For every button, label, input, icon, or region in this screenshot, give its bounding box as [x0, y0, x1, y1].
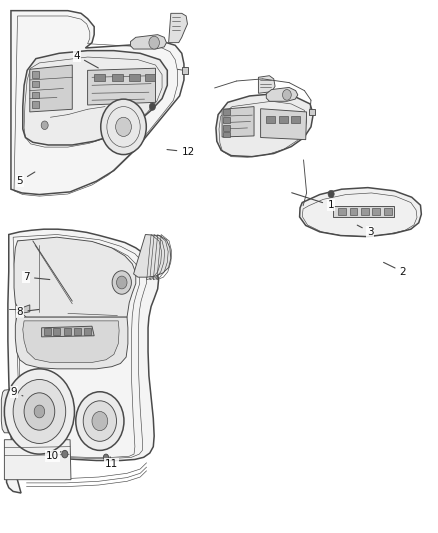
Circle shape — [4, 369, 74, 454]
Polygon shape — [223, 109, 230, 115]
Polygon shape — [32, 92, 39, 98]
Polygon shape — [134, 235, 171, 277]
Polygon shape — [223, 125, 230, 131]
Polygon shape — [223, 117, 230, 123]
Polygon shape — [30, 65, 72, 112]
Polygon shape — [21, 305, 30, 313]
Polygon shape — [129, 74, 140, 81]
Polygon shape — [74, 328, 81, 335]
Polygon shape — [23, 321, 119, 362]
Polygon shape — [350, 208, 357, 215]
Text: 11: 11 — [105, 457, 118, 469]
Circle shape — [41, 121, 48, 130]
Text: 2: 2 — [384, 262, 406, 277]
Circle shape — [34, 405, 45, 418]
Polygon shape — [42, 326, 94, 337]
Polygon shape — [32, 101, 39, 108]
Polygon shape — [182, 67, 188, 74]
Circle shape — [83, 401, 117, 441]
Circle shape — [283, 90, 291, 100]
Text: 8: 8 — [16, 307, 39, 317]
Circle shape — [103, 454, 109, 461]
Polygon shape — [338, 208, 346, 215]
Circle shape — [149, 103, 155, 110]
Text: 12: 12 — [167, 147, 195, 157]
Polygon shape — [4, 440, 71, 480]
Polygon shape — [145, 74, 155, 81]
Circle shape — [117, 276, 127, 289]
Polygon shape — [88, 68, 155, 105]
Polygon shape — [64, 328, 71, 335]
Polygon shape — [112, 74, 123, 81]
Circle shape — [13, 379, 66, 443]
Text: 4: 4 — [73, 51, 98, 68]
Text: 7: 7 — [23, 272, 50, 282]
Circle shape — [101, 99, 146, 155]
Text: 1: 1 — [292, 193, 334, 210]
Polygon shape — [261, 109, 307, 140]
Polygon shape — [169, 13, 187, 43]
Circle shape — [62, 450, 68, 458]
Polygon shape — [309, 109, 315, 115]
Polygon shape — [222, 107, 254, 137]
Polygon shape — [266, 87, 298, 101]
Polygon shape — [32, 81, 39, 87]
Polygon shape — [131, 35, 166, 49]
Circle shape — [76, 392, 124, 450]
Text: 10: 10 — [46, 451, 61, 461]
Circle shape — [112, 271, 131, 294]
Polygon shape — [361, 208, 369, 215]
Polygon shape — [216, 94, 313, 157]
Polygon shape — [14, 237, 136, 317]
Polygon shape — [11, 11, 184, 195]
Polygon shape — [84, 328, 91, 335]
Polygon shape — [23, 51, 167, 145]
Polygon shape — [372, 208, 380, 215]
Text: 3: 3 — [357, 225, 374, 237]
Polygon shape — [300, 188, 421, 237]
Circle shape — [149, 36, 159, 49]
Circle shape — [116, 117, 131, 136]
Polygon shape — [279, 116, 288, 123]
Polygon shape — [94, 74, 105, 81]
Polygon shape — [223, 132, 230, 137]
Circle shape — [92, 411, 108, 431]
Circle shape — [24, 393, 55, 430]
Polygon shape — [7, 229, 159, 493]
Polygon shape — [291, 116, 300, 123]
Polygon shape — [333, 206, 394, 217]
Polygon shape — [258, 76, 275, 93]
Polygon shape — [53, 328, 60, 335]
Polygon shape — [32, 71, 39, 78]
Text: 9: 9 — [11, 387, 23, 397]
Polygon shape — [15, 317, 128, 369]
Polygon shape — [266, 116, 275, 123]
Polygon shape — [384, 208, 392, 215]
Circle shape — [328, 190, 334, 198]
Polygon shape — [1, 389, 23, 433]
Text: 5: 5 — [16, 172, 35, 186]
Polygon shape — [44, 328, 51, 335]
